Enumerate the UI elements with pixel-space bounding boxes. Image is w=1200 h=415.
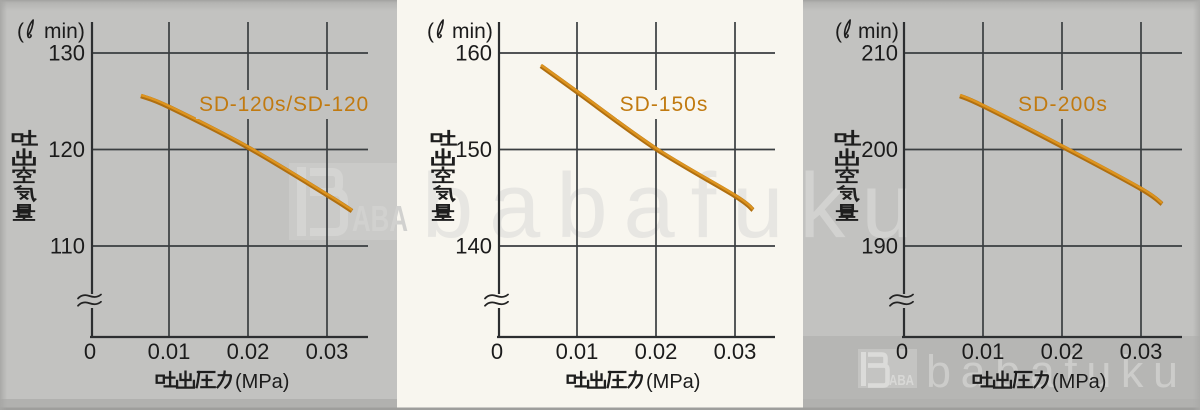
svg-text:110: 110 bbox=[50, 234, 85, 259]
svg-text:SD-150s: SD-150s bbox=[620, 93, 709, 116]
svg-text:0.03: 0.03 bbox=[1120, 339, 1163, 364]
svg-text:130: 130 bbox=[48, 41, 85, 66]
svg-text:0.01: 0.01 bbox=[556, 339, 599, 364]
svg-text:140: 140 bbox=[455, 234, 492, 259]
svg-text:min): min) bbox=[44, 20, 85, 43]
svg-text:min): min) bbox=[452, 20, 493, 43]
svg-text:(MPa): (MPa) bbox=[235, 371, 289, 393]
svg-text:0.02: 0.02 bbox=[635, 339, 678, 364]
svg-text:160: 160 bbox=[455, 41, 492, 66]
svg-text:0.01: 0.01 bbox=[148, 339, 191, 364]
svg-text:babafuku: babafuku bbox=[926, 346, 1178, 397]
svg-text:min): min) bbox=[858, 20, 899, 43]
svg-text:(: ( bbox=[427, 20, 434, 43]
svg-text:0.02: 0.02 bbox=[227, 339, 270, 364]
svg-text:(MPa): (MPa) bbox=[1052, 371, 1106, 393]
svg-text:0: 0 bbox=[491, 339, 503, 364]
svg-text:200: 200 bbox=[861, 137, 898, 162]
svg-text:0.02: 0.02 bbox=[1041, 339, 1084, 364]
svg-text:(MPa): (MPa) bbox=[646, 371, 700, 393]
svg-text:0: 0 bbox=[896, 339, 908, 364]
svg-text:ABA: ABA bbox=[889, 372, 914, 389]
svg-text:(: ( bbox=[835, 20, 842, 43]
svg-text:SD-200s: SD-200s bbox=[1018, 93, 1108, 116]
svg-text:0.03: 0.03 bbox=[714, 339, 757, 364]
svg-text:ABA: ABA bbox=[352, 198, 408, 239]
svg-text:150: 150 bbox=[455, 137, 492, 162]
svg-text:210: 210 bbox=[861, 41, 898, 66]
svg-text:0.03: 0.03 bbox=[306, 339, 349, 364]
svg-text:SD-120s/SD-120: SD-120s/SD-120 bbox=[199, 93, 369, 116]
svg-text:120: 120 bbox=[48, 137, 85, 162]
svg-text:0.01: 0.01 bbox=[962, 339, 1005, 364]
svg-text:(: ( bbox=[17, 20, 24, 43]
svg-text:babafuku: babafuku bbox=[422, 155, 929, 257]
svg-text:0: 0 bbox=[84, 339, 96, 364]
svg-text:190: 190 bbox=[861, 234, 898, 259]
